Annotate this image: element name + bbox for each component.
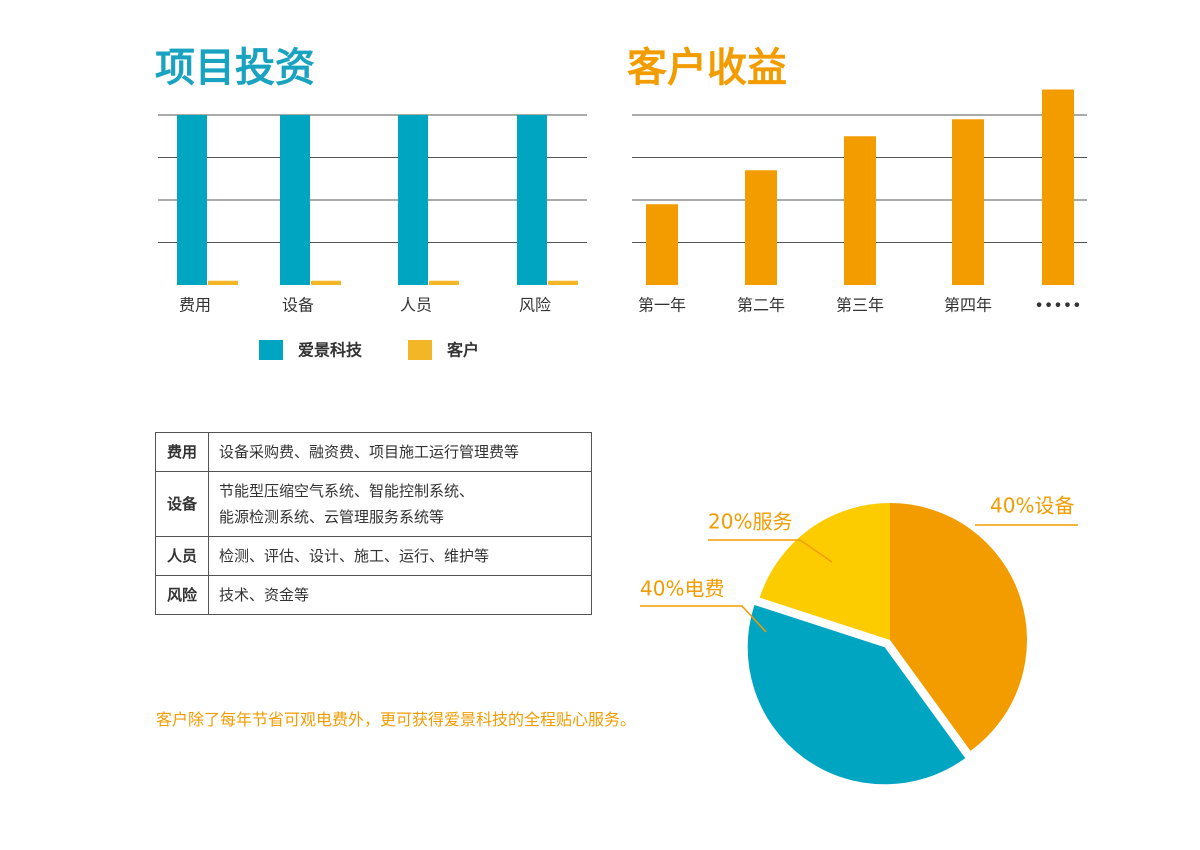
table-row: 人员 检测、评估、设计、施工、运行、维护等 (155, 536, 592, 576)
row-cell: 技术、资金等 (208, 575, 592, 615)
bar (745, 170, 777, 285)
row-cell: 节能型压缩空气系统、智能控制系统、 能源检测系统、云管理服务系统等 (208, 471, 592, 537)
x-tick-label: 第二年 (737, 296, 785, 315)
x-tick-label: 第三年 (836, 296, 884, 315)
note: 客户除了每年节省可观电费外，更可获得爱景科技的全程贴心服务。 (156, 710, 637, 729)
label-line (640, 605, 767, 633)
bar (208, 280, 238, 285)
pie-slice (747, 604, 966, 785)
row-header: 风险 (155, 575, 209, 615)
bar (646, 204, 678, 285)
table-body: 费用 设备采购费、融资费、项目施工运行管理费等 设备 节能型压缩空气系统、智能控制系统… (155, 432, 592, 615)
data-label: 40%设备 (990, 494, 1074, 518)
table-row: 风险 技术、资金等 (155, 575, 592, 615)
bar (177, 115, 207, 285)
data-label: 40%电费 (640, 577, 724, 601)
x-tick-label: 第一年 (638, 296, 686, 315)
chart-title: 客户收益 (627, 45, 787, 91)
row-header: 人员 (155, 536, 209, 576)
table-row: 设备 节能型压缩空气系统、智能控制系统、 能源检测系统、云管理服务系统等 (155, 471, 592, 537)
info-table: 费用 设备采购费、融资费、项目施工运行管理费等 设备 节能型压缩空气系统、智能控制系统… (155, 432, 592, 615)
label-line (708, 539, 833, 563)
row-header: 费用 (155, 432, 209, 472)
legend-swatch (259, 340, 283, 360)
x-tick-label: 设备 (282, 296, 314, 315)
legend-label: 客户 (447, 341, 479, 360)
bar (429, 280, 459, 285)
bar (517, 115, 547, 285)
bar (1042, 89, 1074, 285)
pie-slice (890, 503, 1027, 751)
row-cell: 设备采购费、融资费、项目施工运行管理费等 (208, 432, 592, 472)
bar (952, 119, 984, 285)
pie-slice (759, 503, 890, 640)
data-label: 20%服务 (708, 510, 792, 534)
x-tick-label: ••••• (1034, 296, 1081, 315)
row-cell: 检测、评估、设计、施工、运行、维护等 (208, 536, 592, 576)
bar (398, 115, 428, 285)
legend-label: 爱景科技 (298, 341, 363, 360)
legend-swatch (408, 340, 432, 360)
row-header: 设备 (155, 471, 209, 537)
x-tick-label: 人员 (400, 296, 432, 315)
table-row: 费用 设备采购费、融资费、项目施工运行管理费等 (155, 432, 592, 472)
x-tick-label: 费用 (179, 296, 211, 315)
chart-title: 项目投资 (155, 45, 315, 91)
x-tick-label: 第四年 (944, 296, 992, 315)
bar (844, 136, 876, 285)
x-tick-label: 风险 (519, 296, 551, 315)
bar (311, 280, 341, 285)
bar (548, 280, 578, 285)
bar (280, 115, 310, 285)
